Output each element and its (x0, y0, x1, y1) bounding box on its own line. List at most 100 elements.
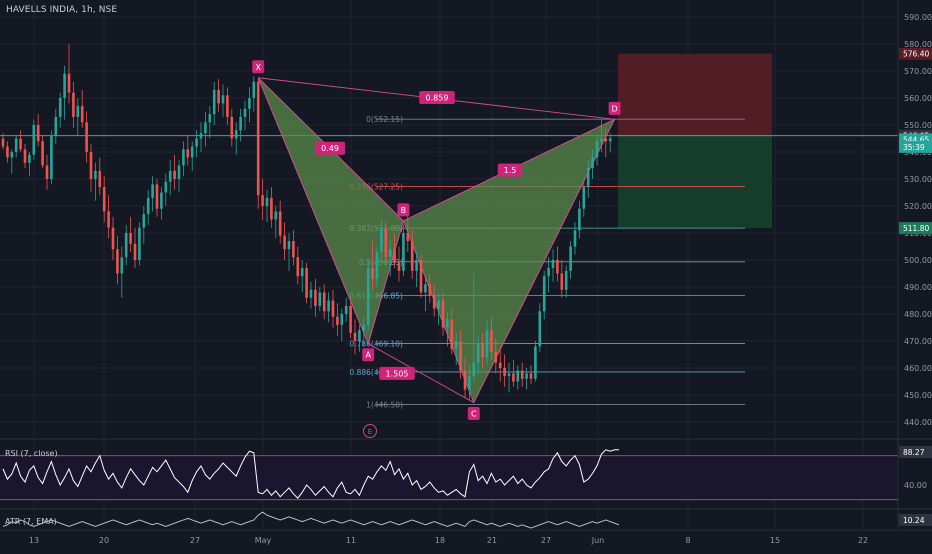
candle-body (586, 168, 590, 188)
y-tick-label: 570.00 (904, 67, 932, 76)
candle-body (314, 289, 317, 306)
price-badge-bg (899, 47, 932, 60)
candle-body (199, 133, 203, 139)
event-marker-circle (363, 424, 377, 438)
candle-body (569, 246, 572, 271)
rsi-pane: 40.00 88.27 (0, 446, 932, 501)
candle-body (472, 362, 476, 377)
price-badge-bg (899, 140, 932, 153)
x-tick-label: 21 (487, 536, 497, 545)
candle-body (582, 187, 586, 209)
candle-body (168, 170, 172, 182)
candle-body (23, 149, 27, 163)
candle-body (142, 214, 146, 228)
price-badge: 35:39 (903, 143, 925, 152)
candle-body (19, 138, 22, 150)
candle-body (248, 98, 251, 109)
candle-body (406, 233, 410, 242)
candle-body (173, 170, 176, 179)
candle-body (538, 311, 542, 347)
pattern-bcd-triangle (402, 118, 616, 404)
candle-body (292, 241, 295, 258)
candle-body (388, 249, 392, 258)
candle-body (252, 81, 256, 98)
candle-body (120, 257, 124, 274)
y-tick-label: 560.00 (904, 94, 932, 103)
candle-body (476, 343, 480, 363)
candle-body (124, 233, 128, 258)
candle-body (212, 89, 216, 115)
candle-body (318, 292, 322, 306)
pattern-point-X: X (255, 63, 261, 72)
candle-body (54, 116, 58, 136)
candle-body (36, 125, 40, 142)
candle-body (340, 314, 344, 325)
candle-body (419, 260, 423, 293)
rsi-label: RSI (7, close) (5, 449, 58, 458)
candle-body (362, 324, 366, 331)
candle-body (595, 141, 599, 158)
y-tick-label: 460.00 (904, 364, 932, 373)
ratio-label: 1.505 (386, 369, 409, 378)
atr-value-badge: 10.24 (903, 516, 925, 525)
fib-level-label: 1(446.50) (366, 400, 403, 409)
candle-body (560, 273, 564, 290)
candle-body (243, 108, 247, 117)
pattern-point-C: C (471, 410, 477, 419)
candle-body (151, 184, 154, 198)
candle-body (454, 341, 458, 350)
candle-body (256, 81, 260, 196)
candle-body (283, 235, 286, 250)
candle-body (551, 260, 555, 269)
x-tick-label: 13 (29, 536, 39, 545)
y-tick-label: 500.00 (904, 256, 932, 265)
atr-value-badge-bg (899, 514, 932, 526)
candle-body (278, 211, 282, 236)
candle-body (309, 289, 313, 298)
candle-body (604, 138, 608, 142)
candle-body (402, 233, 405, 271)
candle-body (107, 211, 110, 228)
symbol-title: HAVELLS INDIA, 1h, NSE (6, 5, 118, 15)
y-tick-label: 590.00 (904, 13, 932, 22)
x-tick-label: 22 (858, 536, 868, 545)
pattern-point-A-bg (362, 348, 375, 362)
candle-body (322, 292, 326, 312)
candle-body (146, 197, 150, 215)
x-tick-label: 15 (770, 536, 780, 545)
x-tick-label: 11 (346, 536, 356, 545)
candle-body (525, 373, 528, 379)
y-tick-label: 470.00 (904, 337, 932, 346)
candle-body (547, 268, 550, 277)
candle-body (10, 152, 14, 158)
candle-body (393, 249, 396, 263)
pattern-labels: X A B C D 0.859 0.49 1.5 1.505 E (252, 60, 621, 438)
candle-body (529, 373, 533, 379)
atr-line (2, 511, 620, 529)
candle-body (481, 343, 484, 358)
ratio-label: 0.49 (321, 144, 339, 153)
candle-body (67, 73, 71, 93)
pattern-point-D-bg (608, 101, 621, 115)
price-badge: 511.80 (903, 224, 929, 233)
price-badge-bg (899, 222, 932, 235)
candle-body (111, 227, 115, 250)
candle-body (410, 241, 414, 271)
candle-body (261, 195, 264, 206)
candle-body (45, 165, 49, 179)
candle-body (41, 141, 44, 166)
candle-body (556, 260, 559, 274)
ratio-label: 0.859 (426, 93, 449, 102)
candle-body (94, 170, 97, 179)
candle-body (58, 98, 62, 117)
x-tick-label: 27 (190, 536, 200, 545)
candle-body (239, 116, 242, 131)
candle-body (578, 208, 581, 231)
candle-body (221, 95, 225, 104)
grid (0, 0, 898, 530)
candle-body (591, 157, 594, 169)
y-tick-label: 440.00 (904, 418, 932, 427)
rsi-tick-label: 40.00 (904, 481, 927, 490)
